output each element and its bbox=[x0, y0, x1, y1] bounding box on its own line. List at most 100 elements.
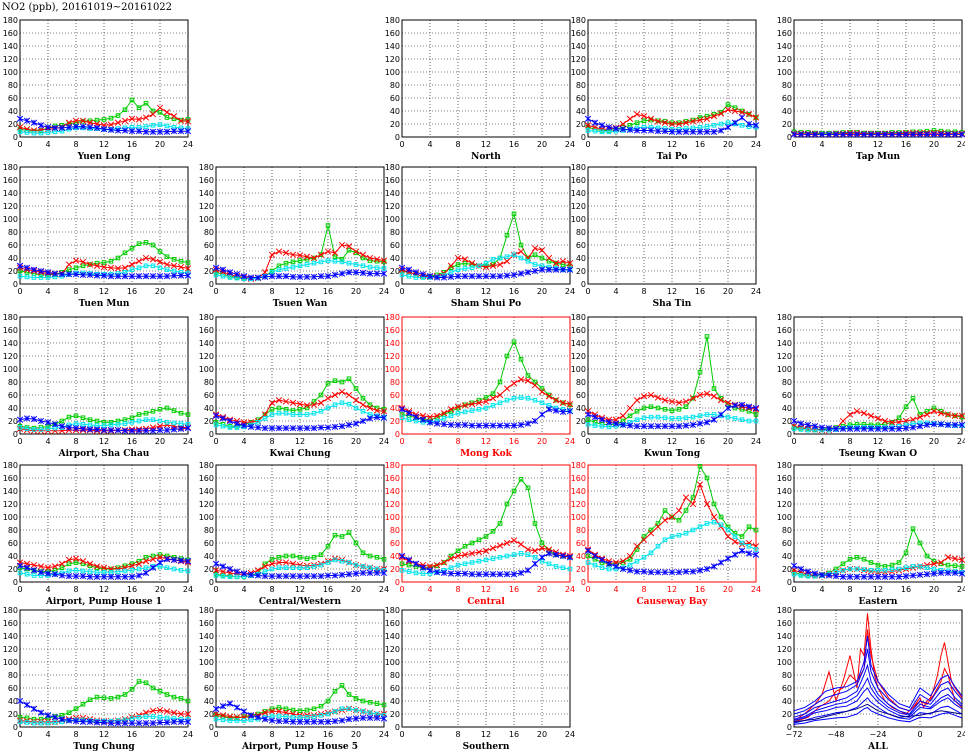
data-point bbox=[951, 421, 959, 429]
data-point bbox=[704, 521, 710, 526]
data-point bbox=[790, 131, 798, 138]
data-point bbox=[149, 256, 157, 263]
x-tick-label: 4 bbox=[427, 437, 432, 446]
panel-title: Airport, Pump House 1 bbox=[45, 597, 162, 607]
data-point bbox=[318, 713, 324, 718]
data-point bbox=[156, 426, 164, 434]
data-point bbox=[338, 571, 346, 579]
data-point bbox=[233, 420, 241, 427]
data-point bbox=[374, 265, 380, 271]
data-point bbox=[164, 267, 170, 272]
data-point bbox=[704, 475, 710, 481]
y-tick-label: 40 bbox=[390, 254, 400, 263]
data-point bbox=[122, 692, 128, 697]
data-point bbox=[825, 131, 833, 138]
data-point bbox=[311, 706, 317, 712]
y-tick-label: 60 bbox=[8, 391, 18, 400]
data-point bbox=[164, 565, 170, 571]
data-point bbox=[426, 413, 434, 421]
data-point bbox=[483, 534, 489, 539]
data-point bbox=[461, 421, 469, 429]
y-tick-label: 140 bbox=[571, 339, 586, 348]
y-tick-label: 0 bbox=[787, 723, 792, 732]
data-point bbox=[268, 251, 276, 258]
data-point bbox=[353, 707, 359, 713]
data-point bbox=[584, 547, 592, 554]
x-tick-label: 24 bbox=[751, 287, 761, 296]
x-tick-label: 20 bbox=[155, 585, 165, 594]
data-point bbox=[739, 417, 745, 422]
x-tick-label: 16 bbox=[127, 287, 137, 296]
data-point bbox=[531, 382, 539, 389]
data-point bbox=[254, 572, 262, 579]
plot-frame bbox=[587, 316, 757, 435]
x-tick-label: 24 bbox=[183, 730, 193, 739]
data-point bbox=[931, 558, 937, 564]
data-point bbox=[381, 702, 387, 708]
data-point bbox=[59, 565, 65, 571]
data-point bbox=[184, 118, 192, 125]
data-point bbox=[261, 716, 269, 723]
data-point bbox=[546, 561, 552, 567]
data-point bbox=[178, 421, 184, 426]
data-point bbox=[380, 715, 388, 722]
y-tick-label: 80 bbox=[576, 526, 586, 535]
data-point bbox=[213, 420, 219, 425]
data-point bbox=[269, 556, 275, 562]
x-tick-label: 16 bbox=[695, 287, 705, 296]
data-point bbox=[185, 568, 191, 574]
data-point bbox=[87, 417, 93, 422]
data-point bbox=[16, 262, 24, 269]
data-point bbox=[86, 261, 94, 268]
data-point bbox=[696, 391, 704, 399]
data-point bbox=[345, 571, 353, 578]
data-point bbox=[490, 529, 496, 534]
data-point bbox=[545, 266, 553, 273]
y-tick-label: 180 bbox=[385, 163, 400, 172]
data-point bbox=[58, 716, 66, 723]
data-point bbox=[475, 399, 483, 406]
data-point bbox=[129, 568, 135, 573]
data-point bbox=[524, 546, 532, 553]
y-tick-label: 60 bbox=[782, 684, 792, 693]
data-point bbox=[504, 397, 510, 403]
x-tick-label: 0 bbox=[585, 287, 590, 296]
data-point bbox=[289, 424, 297, 432]
data-point bbox=[811, 423, 819, 430]
y-tick-label: 100 bbox=[385, 68, 400, 77]
data-point bbox=[143, 565, 149, 571]
data-point bbox=[860, 573, 868, 580]
data-point bbox=[654, 523, 662, 530]
data-point bbox=[353, 562, 359, 568]
plot-frame bbox=[793, 316, 963, 435]
data-point bbox=[345, 243, 353, 250]
y-tick-label: 20 bbox=[8, 267, 18, 276]
data-point bbox=[689, 500, 697, 508]
data-point bbox=[840, 561, 846, 567]
panel-title: Kwun Tong bbox=[644, 449, 701, 459]
data-point bbox=[518, 477, 524, 482]
x-tick-label: 16 bbox=[509, 140, 519, 149]
x-tick-label: 4 bbox=[241, 437, 246, 446]
y-tick-label: 40 bbox=[782, 552, 792, 561]
x-tick-label: 20 bbox=[537, 287, 547, 296]
data-point bbox=[184, 424, 192, 432]
data-point bbox=[440, 410, 448, 417]
data-point bbox=[304, 257, 310, 262]
y-tick-label: 180 bbox=[3, 163, 18, 172]
data-point bbox=[951, 569, 959, 577]
data-point bbox=[275, 708, 283, 715]
y-tick-label: 20 bbox=[576, 267, 586, 276]
data-point bbox=[332, 402, 338, 408]
data-point bbox=[832, 131, 840, 138]
data-point bbox=[58, 572, 66, 579]
data-point bbox=[268, 708, 276, 715]
data-point bbox=[440, 421, 448, 428]
y-tick-label: 120 bbox=[3, 500, 18, 509]
data-point bbox=[518, 551, 524, 556]
data-point bbox=[73, 413, 79, 419]
x-tick-label: 8 bbox=[455, 287, 460, 296]
data-point bbox=[373, 714, 381, 722]
